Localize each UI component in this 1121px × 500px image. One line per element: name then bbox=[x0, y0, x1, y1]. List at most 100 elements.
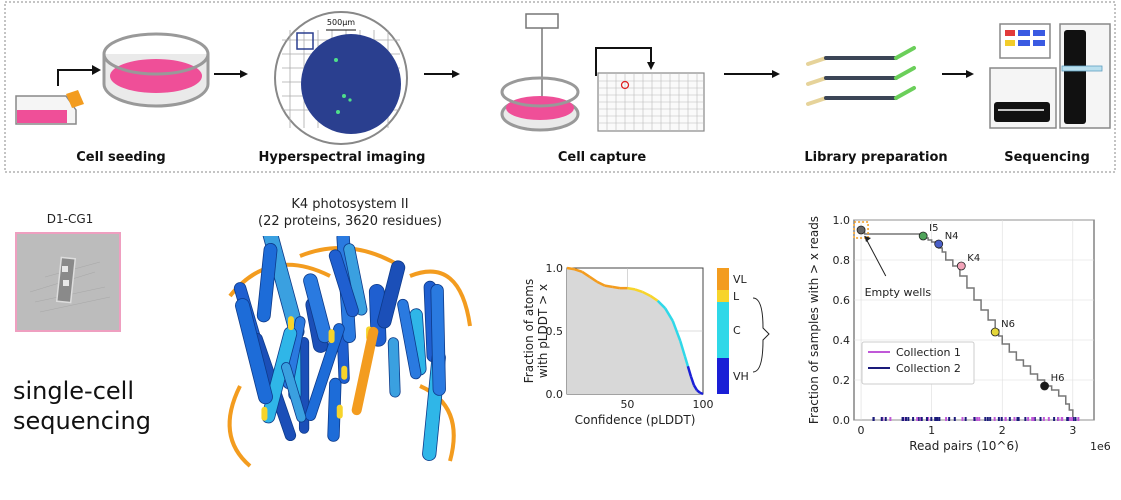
sequencer-illustration bbox=[989, 23, 1111, 129]
reads-y-tick-label: 0.6 bbox=[833, 294, 851, 307]
captured-well-marker bbox=[620, 80, 630, 90]
plddt-line-segment bbox=[641, 290, 651, 297]
sequencer-tower-panel bbox=[1064, 30, 1086, 124]
protein-helix bbox=[343, 243, 368, 316]
plddt-line-segment bbox=[574, 268, 583, 273]
single-cell-line-2: sequencing bbox=[13, 407, 151, 435]
monitor-block bbox=[1018, 40, 1030, 46]
imaging-zoom-box bbox=[296, 32, 314, 50]
reads-sample-label: N4 bbox=[945, 231, 959, 242]
empty-wells-arrow-head bbox=[864, 236, 871, 242]
plddt-line-segment bbox=[696, 389, 701, 394]
reads-sample-point bbox=[856, 225, 866, 235]
plddt-line-segment bbox=[627, 286, 636, 291]
plddt-line-segment bbox=[581, 270, 591, 278]
reads-sample-point bbox=[1040, 381, 1049, 391]
empty-wells-highlight bbox=[853, 221, 869, 239]
protein-helix bbox=[235, 298, 273, 405]
plddt-line-segment bbox=[664, 307, 674, 322]
plddt-y-axis-label-line-2: with pLDDT > x bbox=[536, 284, 550, 378]
single-cell-line-1: single-cell bbox=[13, 377, 135, 405]
reads-x-tick-label: 1 bbox=[928, 424, 935, 437]
cell-micrograph bbox=[15, 232, 121, 332]
monitor-block bbox=[1018, 30, 1030, 36]
reads-y-tick-label: 0.8 bbox=[833, 254, 851, 267]
reads-x-tick-label: 0 bbox=[858, 424, 865, 437]
cell-highlight bbox=[62, 266, 68, 272]
plddt-colorbar-band bbox=[717, 358, 729, 394]
arrow-4-head bbox=[966, 70, 974, 78]
arrow-head bbox=[92, 65, 101, 75]
sequencer-slot bbox=[994, 102, 1050, 122]
plddt-line-segment bbox=[671, 320, 682, 342]
monitor-block bbox=[1005, 40, 1015, 46]
single-cell-sequencing-label: single-cell sequencing bbox=[13, 376, 151, 436]
protein-helix bbox=[430, 283, 446, 396]
plddt-line-segment bbox=[656, 299, 667, 310]
library-fragment bbox=[806, 46, 916, 66]
library-fragment bbox=[806, 66, 916, 86]
protein-helix bbox=[281, 362, 307, 423]
monitor-block bbox=[1033, 30, 1045, 36]
monitor-block bbox=[1005, 30, 1015, 36]
reads-axes-frame bbox=[853, 219, 1095, 421]
reads-sample-label: K4 bbox=[967, 253, 980, 264]
reads-legend-label: Collection 1 bbox=[896, 346, 961, 359]
plddt-x-axis-label: Confidence (pLDDT) bbox=[575, 413, 696, 427]
step-label-library-preparation: Library preparation bbox=[804, 150, 947, 165]
protein-helix bbox=[303, 273, 332, 344]
plddt-line-segment bbox=[566, 266, 575, 271]
reads-sample-point bbox=[990, 327, 1000, 337]
reads-sample-label: N6 bbox=[1001, 319, 1015, 330]
protein-helix-low bbox=[351, 326, 379, 416]
arrow-2-head bbox=[452, 70, 460, 78]
arrow-flask-to-dish bbox=[57, 69, 92, 86]
empty-wells-annotation: Empty wells bbox=[865, 286, 932, 299]
reads-plot-area: 0.0 0.2 0.4 0.6 0.8 1.0 0 1 2 3 1e6 Read pairs (10^… bbox=[807, 214, 1111, 453]
plddt-plot-area: 0.0 0.5 1.0 50 100 Confidence (pLDDT) Fraction… bbox=[522, 262, 770, 427]
plddt-line-segment bbox=[596, 280, 606, 287]
plddt-y-tick-label: 1.0 bbox=[546, 262, 564, 275]
well-plate-grid bbox=[598, 73, 704, 131]
plddt-line-segment bbox=[588, 275, 598, 283]
plddt-line-segment bbox=[679, 340, 687, 357]
plddt-line-segment bbox=[604, 284, 613, 289]
library-prep-illustration bbox=[806, 46, 916, 106]
imaging-cell-dot bbox=[334, 58, 338, 62]
plddt-area bbox=[567, 268, 703, 394]
protein-segment-low bbox=[328, 329, 335, 344]
protein-helix bbox=[397, 298, 422, 380]
sequencer-flowcell bbox=[1061, 65, 1103, 72]
reads-x-offset-label: 1e6 bbox=[1090, 440, 1111, 453]
dish-medium bbox=[110, 59, 202, 93]
protein-helix bbox=[387, 337, 401, 398]
protein-segment-low bbox=[336, 404, 343, 419]
monitor-block bbox=[1033, 40, 1045, 46]
empty-wells-arrow bbox=[864, 235, 887, 277]
protein-helix bbox=[304, 323, 345, 421]
plddt-colorbar-label: L bbox=[733, 290, 740, 303]
flask-medium bbox=[17, 110, 67, 123]
plddt-colorbar-brace bbox=[752, 297, 770, 373]
plddt-chart: 0.0 0.5 1.0 50 100 Confidence (pLDDT) Fraction… bbox=[522, 262, 770, 427]
plddt-line-segment bbox=[692, 384, 699, 391]
plddt-x-tick-label: 100 bbox=[693, 398, 714, 411]
protein-segment-low bbox=[261, 406, 268, 421]
plddt-line-segment bbox=[686, 365, 693, 377]
protein-loop bbox=[409, 269, 472, 327]
plddt-colorbar-band bbox=[717, 302, 729, 358]
reads-sample-point bbox=[956, 261, 966, 271]
reads-y-axis-label: Fraction of samples with > x reads bbox=[807, 216, 821, 424]
imaging-cell-dot bbox=[348, 98, 352, 102]
capture-arrow-head bbox=[647, 62, 655, 70]
cell-seeding-illustration bbox=[15, 32, 210, 125]
protein-loop bbox=[227, 385, 252, 468]
protein-structure-render bbox=[227, 236, 472, 468]
protein-title: K4 photosystem II bbox=[291, 197, 409, 212]
plddt-line-segment bbox=[689, 375, 696, 386]
reads-sample-label: H6 bbox=[1051, 373, 1065, 384]
reads-x-tick-label: 2 bbox=[999, 424, 1006, 437]
reads-y-tick-label: 1.0 bbox=[833, 214, 851, 227]
plddt-colorbar-band bbox=[717, 268, 729, 290]
capture-arrow bbox=[595, 47, 652, 76]
